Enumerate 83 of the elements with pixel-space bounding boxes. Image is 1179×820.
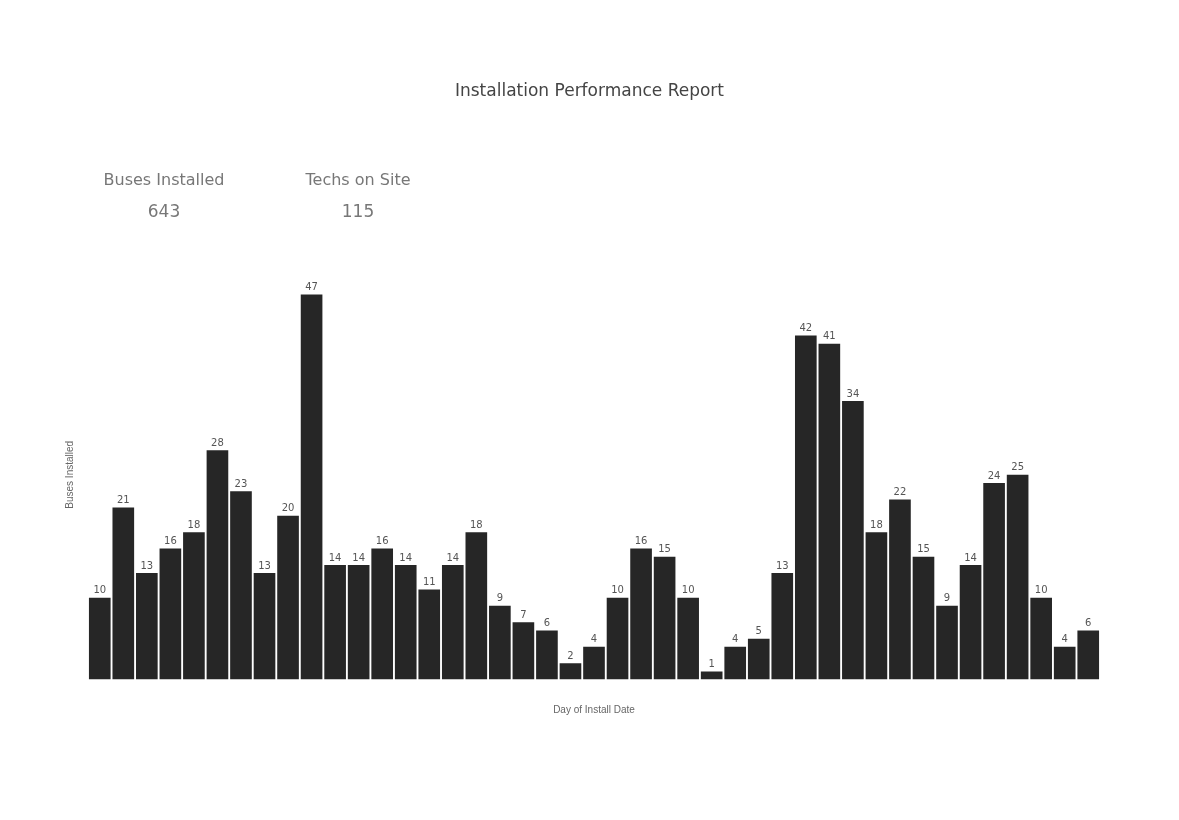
data-label: 14 <box>446 551 460 563</box>
bar <box>794 335 817 680</box>
bar <box>1030 597 1052 680</box>
bar <box>583 646 605 680</box>
data-label: 10 <box>681 584 695 596</box>
bar <box>277 515 299 680</box>
bar <box>606 597 629 680</box>
data-label: 1 <box>708 658 715 669</box>
bar <box>865 532 888 680</box>
bar <box>842 401 864 680</box>
data-label: 18 <box>187 518 201 530</box>
text: 643 <box>146 201 182 221</box>
text: Buses Installed <box>102 170 226 189</box>
data-label: 28 <box>211 436 224 448</box>
data-label: 24 <box>987 469 1001 481</box>
data-label: 10 <box>93 584 107 596</box>
bar <box>983 482 1005 680</box>
bar <box>936 605 958 680</box>
bar <box>371 548 394 680</box>
data-label: 9 <box>943 592 951 604</box>
bar <box>253 573 276 680</box>
bar <box>818 343 841 680</box>
text: Techs on Site <box>304 170 412 189</box>
data-label: 18 <box>870 518 883 530</box>
bar <box>465 532 488 680</box>
x-axis-title: Day of Install Date <box>553 703 636 715</box>
data-label: 23 <box>234 477 248 489</box>
bar <box>653 556 676 680</box>
data-label: 18 <box>469 518 483 530</box>
bar <box>183 532 205 680</box>
data-label: 10 <box>1034 584 1048 596</box>
data-label: 14 <box>399 551 413 563</box>
bar <box>677 597 699 680</box>
chart-title: Installation Performance Report <box>453 80 725 100</box>
data-label: 21 <box>116 494 130 506</box>
bar <box>230 491 252 680</box>
data-label: 6 <box>1085 617 1092 629</box>
y-axis-title: Buses Installed <box>63 440 75 509</box>
data-label: 20 <box>281 502 295 514</box>
data-label: 41 <box>822 330 836 342</box>
bar <box>559 663 582 680</box>
bar <box>300 294 323 680</box>
data-label: 11 <box>422 576 436 588</box>
data-label: 22 <box>893 485 907 497</box>
bar <box>630 548 652 680</box>
bar <box>889 499 911 680</box>
data-label: 15 <box>658 543 671 555</box>
data-label: 16 <box>634 535 648 547</box>
bar <box>1006 474 1029 680</box>
data-label: 15 <box>917 543 930 555</box>
bar <box>912 556 935 680</box>
bar <box>959 564 982 680</box>
bar <box>512 622 535 680</box>
data-label: 16 <box>164 535 177 547</box>
bar <box>324 564 346 680</box>
data-label: 16 <box>375 535 389 547</box>
bar <box>489 605 511 680</box>
data-label: 14 <box>964 551 977 563</box>
text: 115 <box>340 201 376 221</box>
data-label: 4 <box>732 633 739 645</box>
data-label: 10 <box>611 584 624 596</box>
data-label: 6 <box>543 617 551 629</box>
data-label: 14 <box>328 551 342 563</box>
data-label: 13 <box>775 559 789 571</box>
data-label: 13 <box>140 559 154 571</box>
data-label: 25 <box>1011 461 1024 473</box>
bar <box>441 564 464 680</box>
bar <box>136 573 158 680</box>
data-label: 47 <box>305 281 318 293</box>
data-label: 7 <box>520 608 527 620</box>
data-label: 9 <box>496 592 504 604</box>
data-label: 34 <box>846 387 860 399</box>
bar <box>536 630 558 680</box>
data-label: 4 <box>1061 633 1068 645</box>
bar <box>347 564 370 680</box>
data-label: 14 <box>352 551 366 563</box>
data-label: 13 <box>258 559 271 571</box>
bar <box>159 548 182 680</box>
data-label: 42 <box>799 322 813 334</box>
data-label: 4 <box>590 633 598 645</box>
bar <box>206 450 229 680</box>
data-label: 5 <box>755 625 762 637</box>
data-label: 2 <box>567 649 574 661</box>
